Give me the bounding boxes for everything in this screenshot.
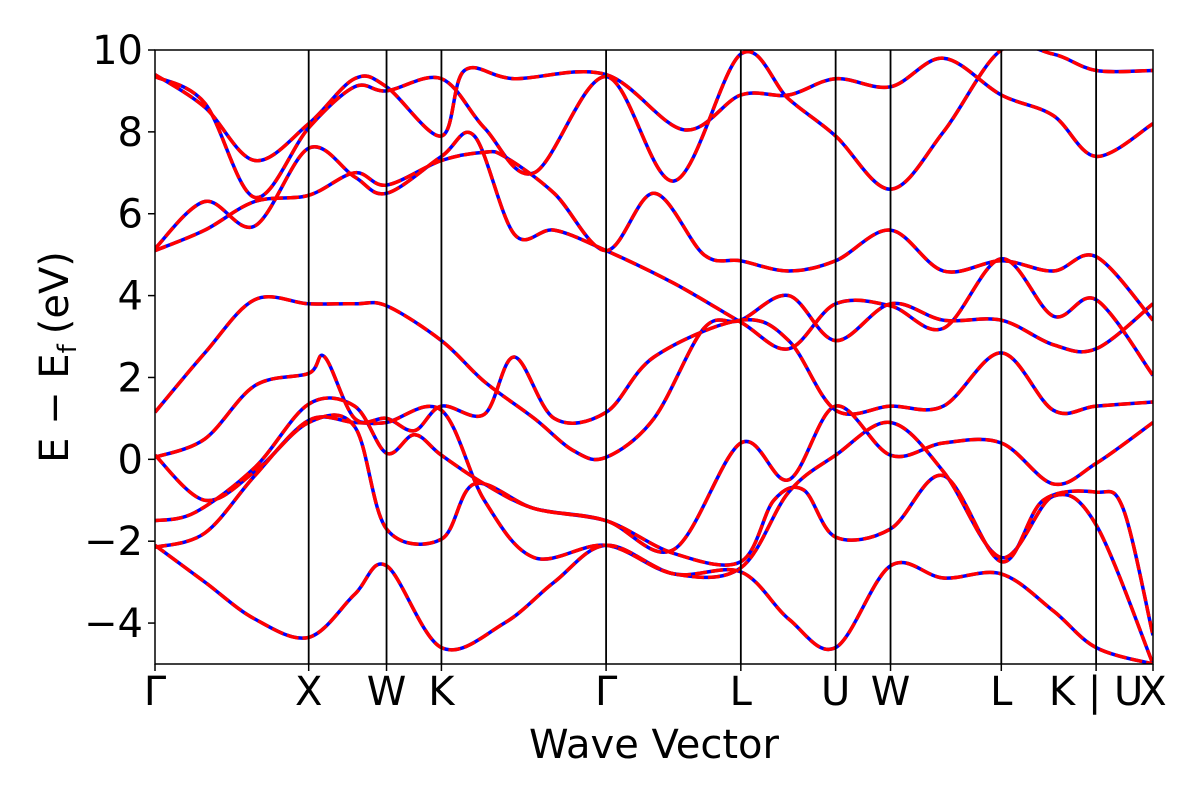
x-tick-label: X [1139, 669, 1166, 715]
band-line-dashed [155, 149, 1153, 322]
band-line-solid [155, 413, 1153, 636]
band-line-dashed [155, 130, 1153, 377]
band-line-dashed [155, 293, 1153, 462]
band-line-dashed [155, 50, 1153, 200]
y-axis-label: E − Ef (eV) [32, 251, 83, 463]
y-tick-label: 6 [118, 192, 143, 238]
y-axis-label-unit: (eV) [32, 251, 78, 334]
x-tick-label: L [990, 669, 1013, 715]
x-tick-label: Γ [595, 669, 618, 715]
y-axis-label-main: E − E [32, 353, 78, 463]
band-line-dashed [155, 317, 1153, 459]
x-tick-label: U [821, 669, 850, 715]
band-line-dashed [155, 396, 1153, 554]
y-tick-label: 2 [118, 355, 143, 401]
band-line-dashed [155, 404, 1153, 664]
y-axis-ticks: −4 −2 0 2 4 6 8 10 [84, 28, 155, 647]
y-tick-label: 10 [92, 28, 143, 74]
band-line-solid [155, 50, 1153, 200]
x-tick-label: K | U [1049, 669, 1143, 715]
x-tick-label: L [730, 669, 753, 715]
x-tick-label: K [428, 669, 456, 715]
y-tick-label: −2 [84, 519, 143, 565]
band-line-dashed [155, 413, 1153, 636]
plot-frame [154, 49, 1154, 665]
x-axis-label: Wave Vector [529, 722, 780, 768]
x-tick-label: X [295, 669, 322, 715]
band-line-dashed [155, 56, 1153, 163]
y-tick-label: 0 [118, 437, 143, 483]
x-tick-label: W [871, 669, 911, 715]
bands-layer [155, 50, 1153, 664]
x-tick-label: W [367, 669, 407, 715]
y-tick-label: 8 [118, 110, 143, 156]
high-symmetry-lines [307, 50, 1098, 664]
y-axis-label-subscript: f [53, 343, 83, 353]
band-line-solid [155, 149, 1153, 322]
x-tick-label: Γ [144, 669, 167, 715]
y-tick-label: 4 [118, 274, 143, 320]
band-line-solid [155, 317, 1153, 459]
y-tick-label: −4 [84, 601, 143, 647]
band-line-solid [155, 130, 1153, 377]
